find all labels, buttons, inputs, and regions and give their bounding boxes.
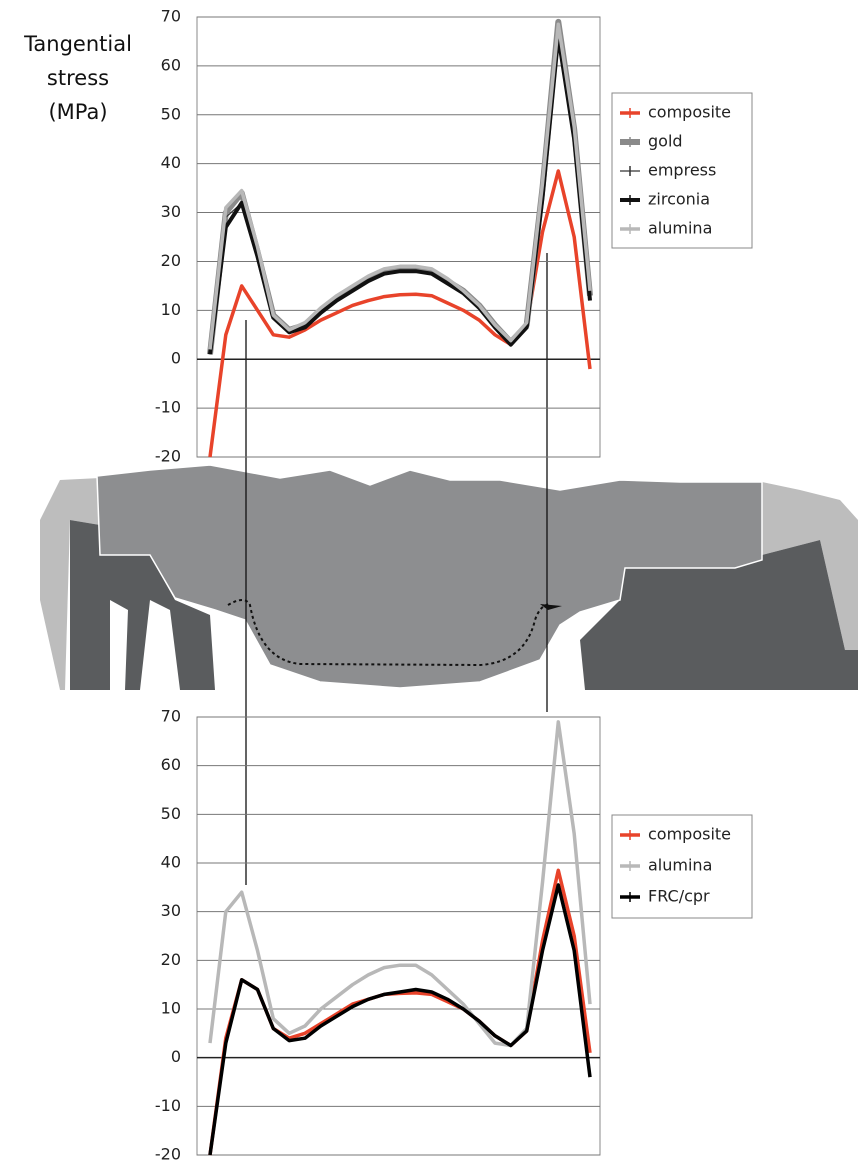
y-tick-label: -10 [155,398,181,417]
y-tick-label: 0 [171,1047,181,1066]
legend-label: alumina [648,856,712,875]
y-tick-label: 30 [161,901,181,920]
series-line [210,171,590,457]
y-tick-label: 40 [161,853,181,872]
legend: composite alumina FRC/cpr [612,815,752,918]
legend-label: composite [648,103,731,122]
legend-label: composite [648,825,731,844]
figure: -20 -10 0 10 20 30 40 50 60 70 Tangential stress (MP… [0,0,859,1162]
y-axis-label: stress [47,66,109,90]
y-tick-label: -20 [155,447,181,466]
legend-label: empress [648,161,716,180]
y-tick-label: 20 [161,950,181,969]
y-tick-label: -20 [155,1145,181,1162]
y-tick-label: 50 [161,104,181,123]
y-tick-label: 70 [161,7,181,26]
bridge-diagram [40,465,858,690]
y-tick-label: 10 [161,300,181,319]
y-tick-label: 60 [161,755,181,774]
y-tick-label: 20 [161,251,181,270]
y-tick-label: -10 [155,1096,181,1115]
series-line [210,885,590,1155]
series-line [210,37,590,355]
y-tick-label: 0 [171,349,181,368]
y-tick-label: 40 [161,153,181,172]
legend-label: FRC/cpr [648,887,710,906]
y-tick-label: 60 [161,55,181,74]
y-axis-label: Tangential [23,32,132,56]
chart: -20 -10 0 10 20 30 40 50 60 70 Tangential stress (MP… [0,0,859,1162]
legend-label: zirconia [648,190,710,209]
legend: composite gold empress zirconia alumina [612,93,752,248]
series-line [210,22,590,354]
y-tick-label: 50 [161,804,181,823]
plot-frame [197,717,600,1155]
y-tick-label: 10 [161,999,181,1018]
legend-label: alumina [648,219,712,238]
legend-label: gold [648,132,683,151]
y-tick-label: 30 [161,202,181,221]
y-tick-label: 70 [161,707,181,726]
y-axis-label: (MPa) [48,100,107,124]
series-line [210,27,590,355]
